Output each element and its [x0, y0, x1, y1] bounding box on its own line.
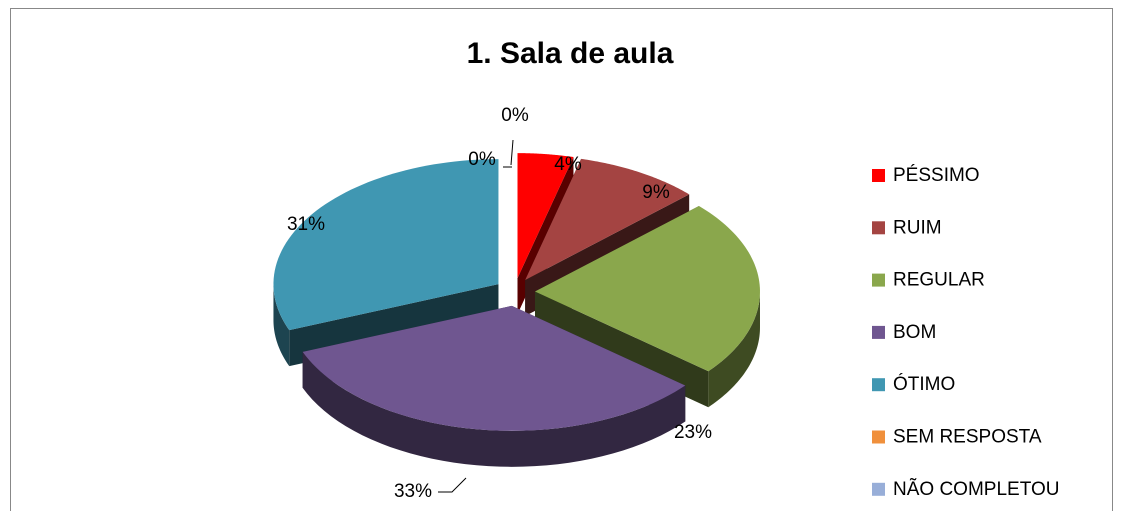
slice: [302, 305, 686, 467]
legend-label: BOM: [893, 322, 936, 343]
slice-top: [302, 305, 686, 431]
legend-label: ÓTIMO: [893, 373, 955, 395]
data-label: 0%: [501, 105, 529, 126]
slice-side: [708, 291, 760, 408]
leader-line: [510, 139, 514, 166]
data-label: 4%: [554, 154, 582, 175]
legend-label: REGULAR: [893, 270, 985, 291]
pie: [273, 153, 760, 467]
legend-label: PÉSSIMO: [893, 165, 980, 186]
slice-top: [273, 159, 499, 331]
slice-top: [534, 205, 760, 372]
slice-side: [302, 351, 686, 467]
legend-swatch: [872, 325, 885, 339]
legend-swatch: [872, 169, 885, 182]
data-label: 9%: [642, 182, 670, 203]
chart-title: 1. Sala de aula: [467, 37, 674, 70]
slice-top: [525, 158, 690, 280]
data-label: 0%: [468, 149, 496, 170]
leader-line: [438, 477, 467, 493]
chart-frame: [10, 8, 1113, 511]
legend-label: SEM RESPOSTA: [893, 427, 1042, 448]
legend-swatch: [872, 378, 885, 392]
legend-swatch: [872, 482, 885, 496]
legend-label: RUIM: [893, 217, 942, 238]
legend-label: NÃO COMPLETOU: [893, 478, 1059, 500]
data-label: 33%: [394, 481, 432, 502]
slice-side: [273, 284, 290, 367]
legend-swatch: [872, 221, 885, 235]
data-label: 23%: [674, 422, 712, 443]
legend-swatch: [872, 273, 885, 287]
data-label: 31%: [287, 214, 325, 235]
slice-top: [517, 153, 574, 279]
legend-swatch: [872, 430, 885, 444]
